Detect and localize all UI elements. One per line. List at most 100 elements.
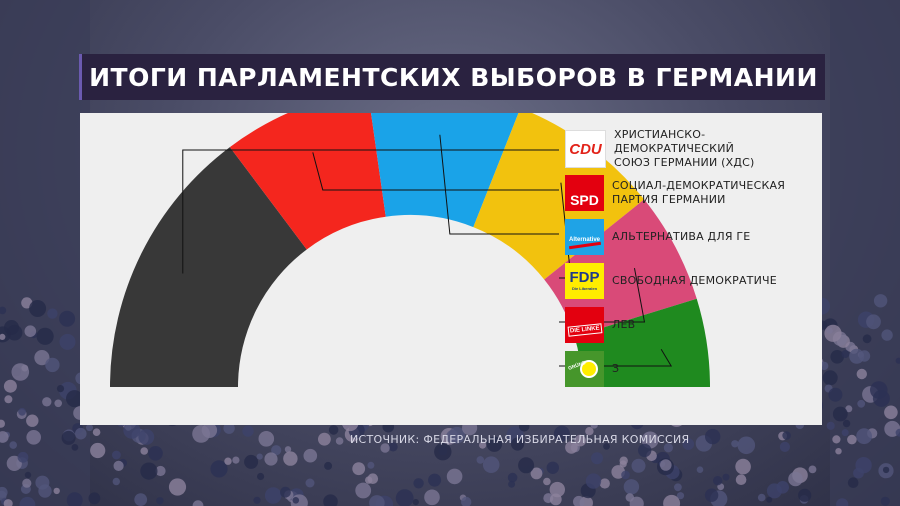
legend-item-greens: GRÜNE З bbox=[565, 351, 619, 387]
crowd-dot bbox=[112, 450, 121, 460]
crowd-dot bbox=[820, 361, 829, 371]
crowd-dot bbox=[24, 471, 32, 479]
crowd-dot bbox=[880, 496, 890, 506]
legend-item-afd: Alternative АЛЬТЕРНАТИВА ДЛЯ ГЕ bbox=[565, 219, 750, 255]
crowd-dot bbox=[280, 486, 291, 498]
crowd-dot bbox=[779, 441, 791, 452]
crowd-dot bbox=[882, 466, 890, 474]
crowd-dot bbox=[242, 425, 254, 437]
crowd-dot bbox=[841, 429, 849, 437]
crowd-dot bbox=[264, 487, 282, 504]
crowd-dot bbox=[638, 443, 652, 458]
crowd-dot bbox=[832, 435, 841, 444]
crowd-dot bbox=[731, 440, 739, 448]
crowd-dot bbox=[461, 496, 472, 506]
crowd-dot bbox=[446, 468, 463, 485]
crowd-dot bbox=[6, 324, 23, 341]
crowd-dot bbox=[24, 325, 37, 338]
crowd-dot bbox=[826, 421, 835, 430]
crowd-dot bbox=[26, 430, 41, 445]
crowd-dot bbox=[42, 397, 52, 407]
chart-panel: CDU ХРИСТИАНСКО-ДЕМОКРАТИЧЕСКИЙ СОЮЗ ГЕР… bbox=[80, 113, 822, 425]
crowd-dot bbox=[256, 453, 263, 460]
crowd-dot bbox=[573, 495, 585, 506]
legend-item-fdp: FDP Die Liberalen СВОБОДНАЯ ДЕМОКРАТИЧЕ bbox=[565, 263, 777, 299]
crowd-dot bbox=[722, 473, 730, 481]
crowd-dot bbox=[705, 428, 721, 445]
crowd-dot bbox=[428, 473, 442, 487]
crowd-dot bbox=[847, 477, 859, 489]
crowd-dot bbox=[585, 473, 602, 489]
crowd-dot bbox=[47, 308, 58, 319]
crowd-dot bbox=[54, 399, 62, 408]
crowd-dot bbox=[56, 385, 65, 393]
crowd-dot bbox=[782, 431, 791, 440]
spd-logo: SPD bbox=[565, 175, 604, 211]
crowd-dot bbox=[676, 492, 685, 500]
leader-line-afd bbox=[439, 134, 559, 235]
crowd-dot bbox=[352, 462, 366, 476]
crowd-dot bbox=[365, 476, 373, 484]
crowd-dot bbox=[318, 432, 331, 446]
crowd-dot bbox=[61, 430, 76, 445]
crowd-dot bbox=[36, 327, 54, 345]
crowd-dot bbox=[682, 438, 695, 450]
crowd-dot bbox=[842, 419, 851, 428]
legend-label-linke: ЛЕВ bbox=[612, 318, 636, 331]
crowd-dot bbox=[546, 461, 559, 474]
crowd-dot bbox=[380, 443, 390, 453]
crowd-dot bbox=[232, 456, 240, 464]
crowd-dot bbox=[112, 477, 121, 486]
crowd-dot bbox=[223, 422, 235, 434]
crowd-dot bbox=[549, 481, 565, 498]
crowd-dot bbox=[884, 405, 898, 420]
crowd-dot bbox=[257, 472, 265, 481]
crowd-dot bbox=[283, 451, 298, 466]
crowd-dot bbox=[808, 465, 817, 474]
crowd-dot bbox=[856, 368, 867, 380]
crowd-dot bbox=[518, 457, 535, 474]
crowd-dot bbox=[11, 363, 30, 381]
legend-label-fdp: СВОБОДНАЯ ДЕМОКРАТИЧЕ bbox=[612, 274, 777, 287]
crowd-dot bbox=[66, 492, 83, 506]
crowd-dot bbox=[355, 482, 372, 499]
crowd-dot bbox=[855, 457, 872, 474]
crowd-dot bbox=[486, 436, 502, 452]
slice-cdu bbox=[110, 147, 307, 387]
crowd-dot bbox=[543, 477, 551, 486]
crowd-dot bbox=[34, 350, 50, 366]
crowd-dot bbox=[830, 350, 844, 364]
title-bar: ИТОГИ ПАРЛАМЕНТСКИХ ВЫБОРОВ В ГЕРМАНИИ bbox=[79, 54, 825, 100]
crowd-dot bbox=[0, 306, 7, 315]
crowd-dot bbox=[367, 461, 375, 469]
crowd-dot bbox=[629, 496, 644, 506]
crowd-dot bbox=[845, 405, 853, 413]
crowd-dot bbox=[210, 460, 228, 478]
crowd-dot bbox=[482, 456, 500, 474]
crowd-dot bbox=[866, 314, 881, 330]
linke-logo: DIE LINKE bbox=[565, 307, 604, 343]
crowd-dot bbox=[324, 461, 333, 470]
crowd-dot bbox=[303, 448, 318, 463]
crowd-dot bbox=[45, 357, 60, 373]
crowd-dot bbox=[201, 422, 218, 438]
crowd-dot bbox=[66, 390, 83, 408]
crowd-dot bbox=[798, 488, 812, 502]
crowd-dot bbox=[17, 451, 29, 463]
legend-item-cdu: CDU ХРИСТИАНСКО-ДЕМОКРАТИЧЕСКИЙ СОЮЗ ГЕР… bbox=[565, 128, 822, 169]
crowd-dot bbox=[565, 441, 578, 454]
crowd-dot bbox=[140, 462, 158, 480]
crowd-dot bbox=[155, 465, 166, 477]
crowd-dot bbox=[508, 480, 516, 488]
crowd-dot bbox=[663, 443, 674, 453]
crowd-dot bbox=[305, 478, 315, 488]
linke-logo-text: DIE LINKE bbox=[567, 323, 602, 337]
crowd-dot bbox=[0, 486, 8, 498]
crowd-dot bbox=[621, 470, 630, 480]
cdu-logo-text: CDU bbox=[569, 140, 602, 158]
crowd-dot bbox=[857, 399, 866, 408]
crowd-dot bbox=[38, 484, 52, 498]
slice-spd bbox=[229, 113, 386, 250]
chart-title: ИТОГИ ПАРЛАМЕНТСКИХ ВЫБОРОВ В ГЕРМАНИИ bbox=[89, 62, 818, 92]
crowd-dot bbox=[849, 348, 865, 364]
